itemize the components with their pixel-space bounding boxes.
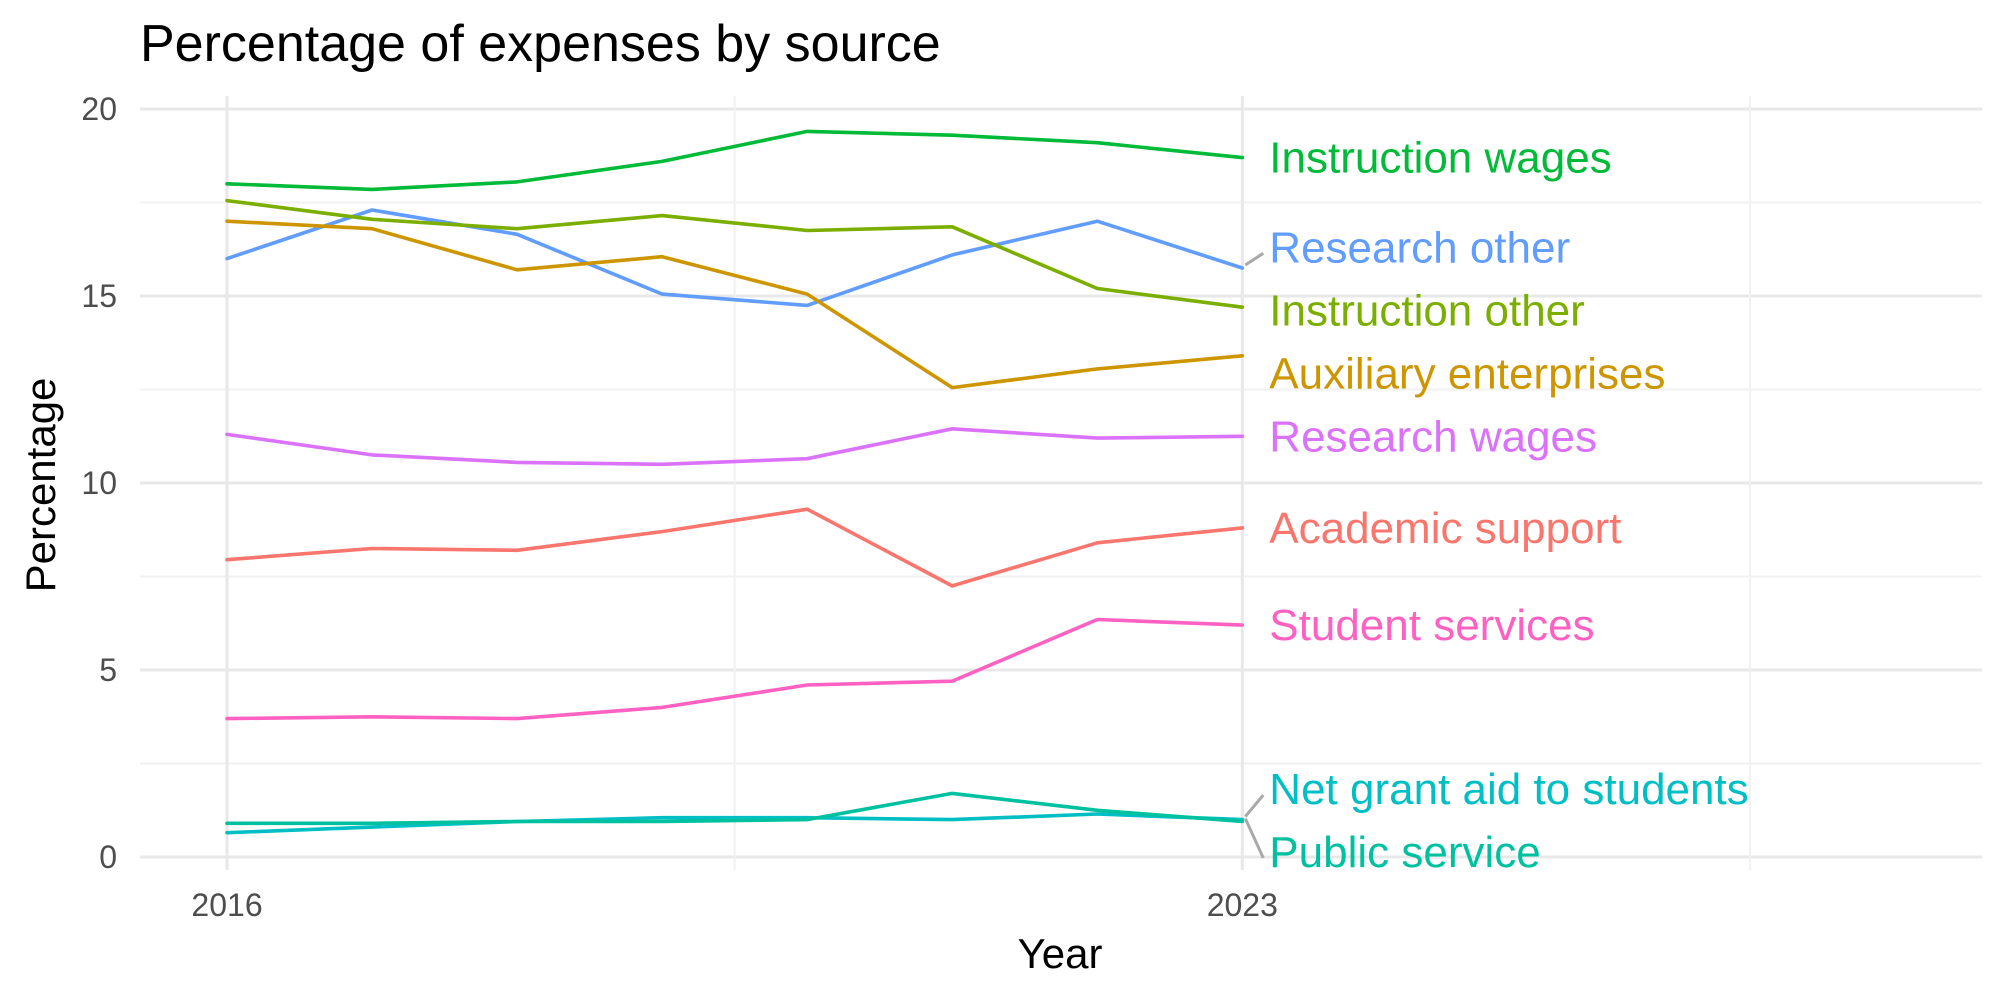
series-label-research-wages: Research wages [1269,412,1597,461]
label-leaders [1243,252,1265,859]
y-axis-title: Percentage [17,378,64,593]
series-line-auxiliary-enterprises [225,219,1245,390]
y-tick-label: 0 [99,839,117,875]
series-line-research-wages [225,426,1245,467]
series-line-net-grant-aid-to-students [225,812,1245,835]
series-label-instruction-wages: Instruction wages [1269,134,1611,183]
x-axis-ticks: 2016 2023 [191,887,1277,923]
label-leader-line [1243,817,1265,859]
series-label-auxiliary-enterprises: Auxiliary enterprises [1269,349,1665,398]
series-line-student-services [225,617,1245,721]
series-label-student-services: Student services [1269,601,1594,650]
series-labels: Instruction wages Research other Instructi… [1269,134,1748,877]
series-line-public-service [225,791,1245,826]
series-label-instruction-other: Instruction other [1269,286,1585,335]
series-line-research-other [225,208,1245,308]
y-tick-label: 15 [81,278,117,314]
y-tick-label: 20 [81,91,117,127]
label-leader-line [1244,252,1265,267]
series-line-instruction-other [225,198,1245,310]
x-tick-label: 2023 [1207,887,1278,923]
series-label-public-service: Public service [1269,828,1540,877]
y-axis-ticks: 0 5 10 15 20 [81,91,117,875]
chart-title: Percentage of expenses by source [140,15,941,73]
series-label-net-grant-aid-to-students: Net grant aid to students [1269,765,1748,814]
series-label-research-other: Research other [1269,223,1570,272]
series-line-instruction-wages [225,129,1245,192]
label-leader-line [1244,794,1265,818]
x-axis-title: Year [1018,930,1103,977]
y-tick-label: 10 [81,465,117,501]
y-tick-label: 5 [99,652,117,688]
series-label-academic-support: Academic support [1269,504,1621,553]
series-lines [225,129,1245,835]
x-tick-label: 2016 [191,887,262,923]
series-line-academic-support [225,507,1245,588]
grid [140,96,1982,870]
